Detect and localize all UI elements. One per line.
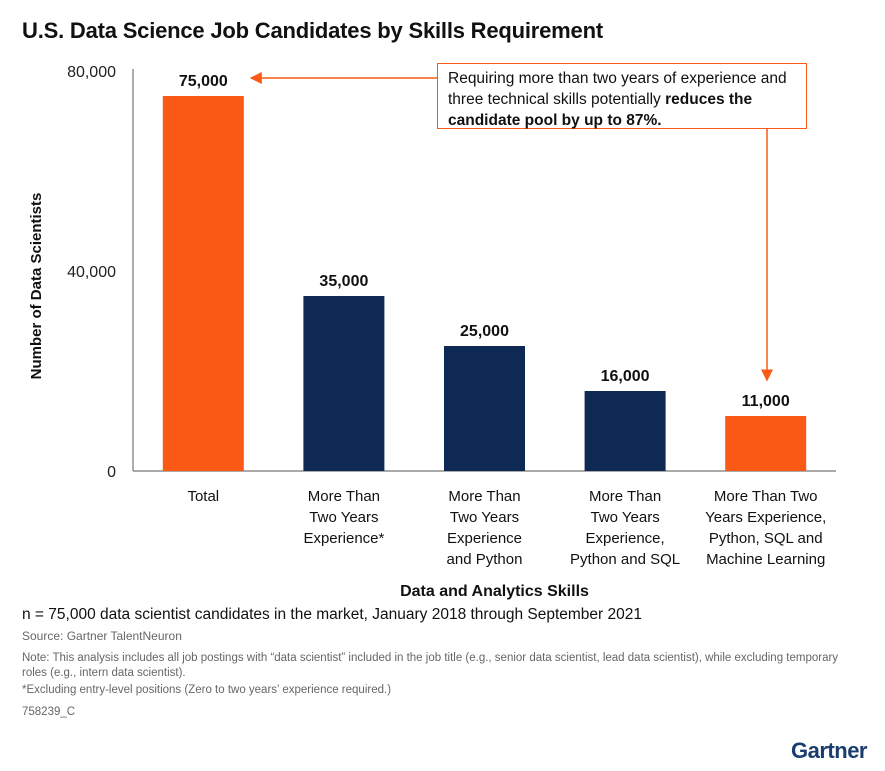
x-tick-label: Two Years bbox=[450, 509, 519, 526]
x-tick-label: Experience bbox=[447, 530, 522, 547]
x-tick-label: Two Years bbox=[590, 509, 659, 526]
bar bbox=[725, 416, 807, 471]
y-axis-title: Number of Data Scientists bbox=[28, 193, 45, 380]
data-label: 35,000 bbox=[319, 273, 368, 290]
x-tick-label: More Than bbox=[589, 488, 661, 505]
footnote: *Excluding entry-level positions (Zero t… bbox=[22, 684, 392, 696]
data-label: 75,000 bbox=[179, 73, 228, 90]
gartner-logo: Gartner bbox=[791, 738, 867, 763]
chart-title: U.S. Data Science Job Candidates by Skil… bbox=[22, 18, 603, 43]
y-tick-label: 0 bbox=[107, 464, 116, 481]
x-tick-label: Years Experience, bbox=[705, 509, 826, 526]
x-axis-title: Data and Analytics Skills bbox=[400, 583, 589, 600]
x-tick-label: Experience, bbox=[585, 530, 664, 547]
source-note: Source: Gartner TalentNeuron bbox=[22, 629, 182, 643]
methodology-note: Note: This analysis includes all job pos… bbox=[22, 652, 839, 679]
data-label: 11,000 bbox=[742, 393, 790, 410]
bar-chart: 0 40,000 80,000 Number of Data Scientists 75… bbox=[28, 64, 836, 600]
callout-emphasis: reduces the candidate pool by up to 87%. bbox=[448, 91, 753, 129]
data-label: 25,000 bbox=[460, 323, 509, 340]
x-tick-label: Total bbox=[187, 488, 219, 505]
x-tick-label: Machine Learning bbox=[706, 551, 825, 568]
sample-size-note: n = 75,000 data scientist candidates in … bbox=[22, 606, 642, 623]
document-code: 758239_C bbox=[22, 706, 76, 718]
x-tick-label: Experience* bbox=[303, 530, 384, 547]
data-label: 16,000 bbox=[601, 368, 650, 385]
x-tick-label: and Python bbox=[447, 551, 523, 568]
x-tick-label: More Than Two bbox=[714, 488, 818, 505]
bar bbox=[584, 391, 666, 471]
y-tick-label: 40,000 bbox=[67, 264, 116, 281]
bar bbox=[162, 96, 244, 471]
callout-text: Requiring more than two years of experie… bbox=[448, 70, 787, 108]
bar bbox=[444, 346, 525, 471]
x-tick-label: More Than bbox=[448, 488, 520, 505]
bar bbox=[303, 296, 385, 471]
x-tick-label: Python, SQL and bbox=[709, 530, 823, 547]
x-tick-label: More Than bbox=[308, 488, 380, 505]
x-tick-label: Python and SQL bbox=[570, 551, 680, 568]
y-tick-label: 80,000 bbox=[67, 64, 116, 81]
callout-box: Requiring more than two years of experie… bbox=[437, 63, 807, 129]
x-tick-label: Two Years bbox=[309, 509, 378, 526]
